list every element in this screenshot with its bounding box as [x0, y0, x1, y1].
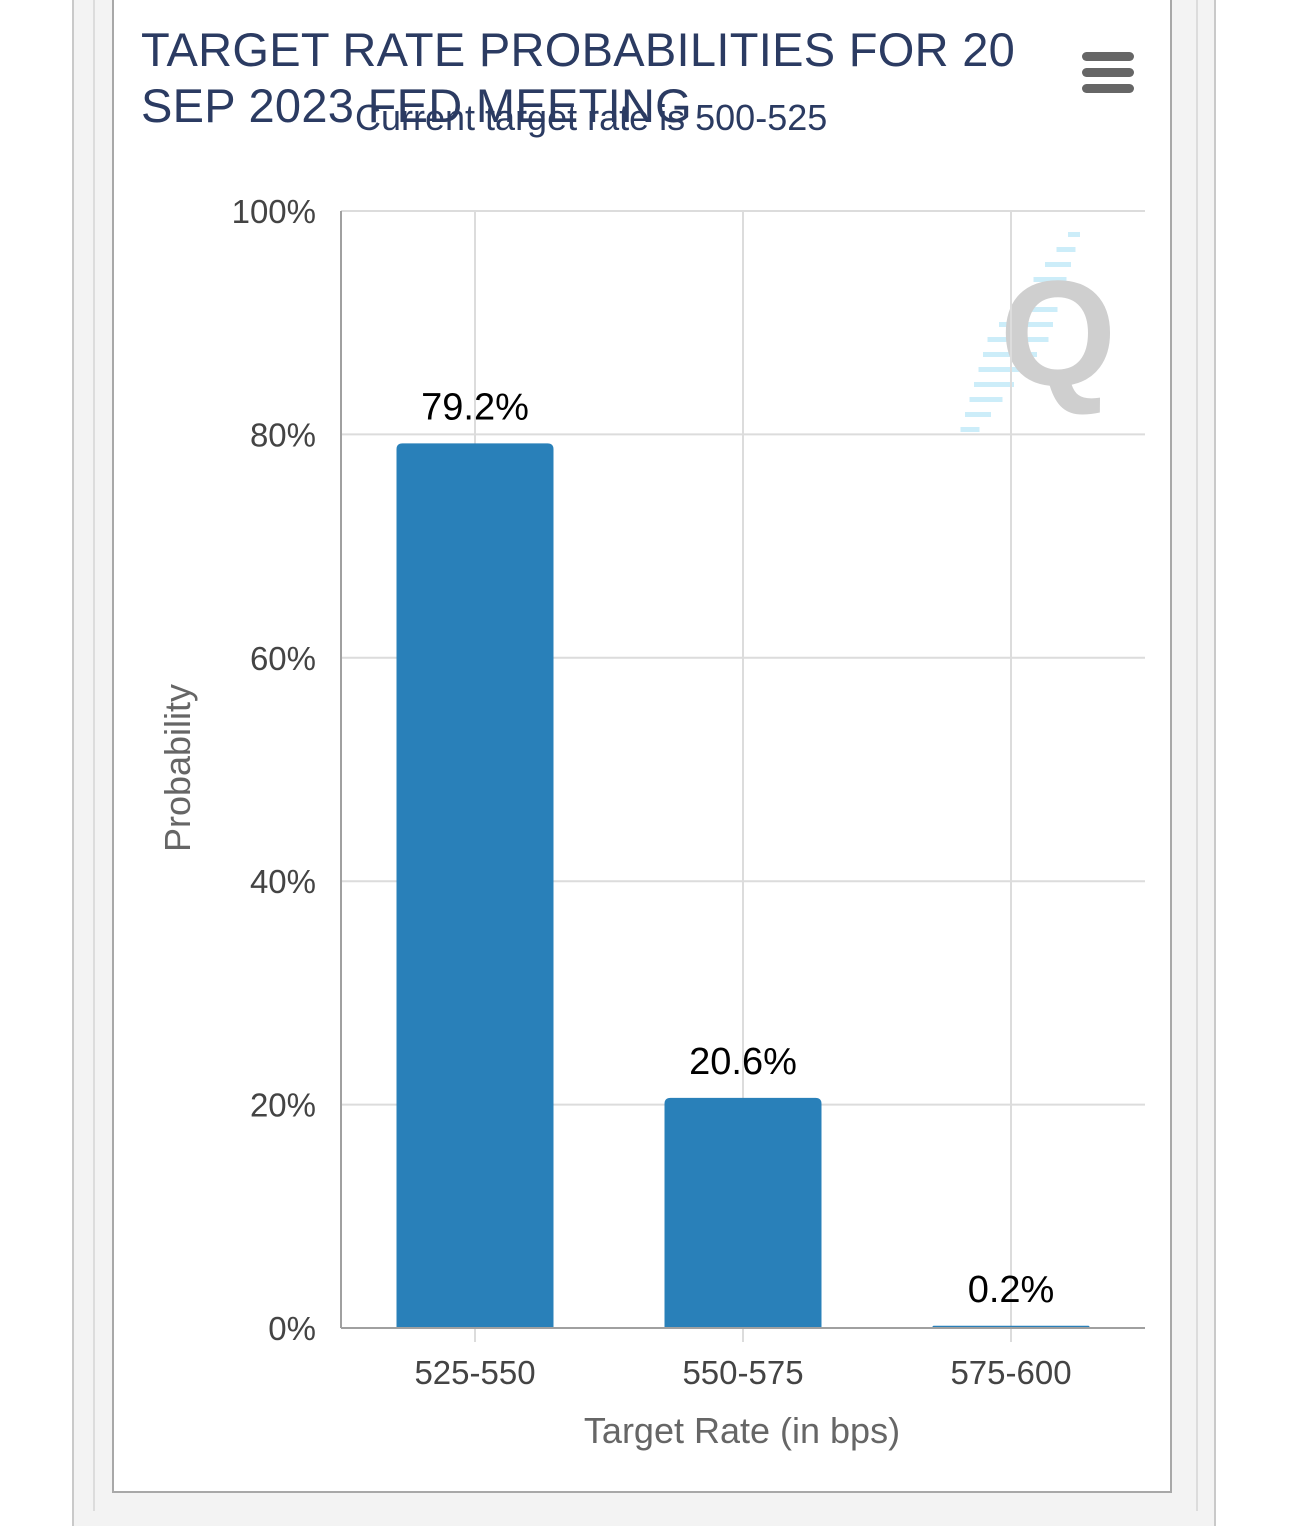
- menu-bar-line: [1082, 52, 1134, 61]
- chart-title: TARGET RATE PROBABILITIES FOR 20 SEP 202…: [141, 23, 1016, 132]
- hamburger-menu-icon[interactable]: [1076, 44, 1140, 100]
- watermark-stripe: [960, 427, 980, 432]
- watermark-stripe: [1022, 292, 1062, 297]
- y-tick-label: 0%: [268, 1310, 316, 1347]
- watermark-stripe: [974, 382, 1014, 387]
- bar-525-550: [396, 443, 554, 1328]
- cme-fedwatch-logo-icon: Q: [960, 232, 1117, 432]
- y-tick-label: 80%: [250, 416, 316, 453]
- x-axis-title: Target Rate (in bps): [584, 1410, 900, 1451]
- watermark-stripe: [1056, 247, 1076, 252]
- watermark-stripe: [1033, 277, 1067, 282]
- data-label-575-600: 0.2%: [968, 1269, 1055, 1311]
- axes: [340, 211, 1145, 1329]
- x-tick-label: 525-550: [414, 1354, 535, 1391]
- watermark-letter: Q: [1000, 249, 1117, 417]
- x-tick-labels: 525-550 550-575 575-600: [414, 1354, 1071, 1391]
- y-tick-labels: 0% 20% 40% 60% 80% 100%: [232, 193, 316, 1347]
- y-tick-label: 20%: [250, 1087, 316, 1124]
- watermark-stripe: [1010, 307, 1058, 312]
- bar-550-575: [664, 1097, 822, 1328]
- chart-card: [112, 0, 1172, 1493]
- watermark-stripe: [978, 367, 1026, 372]
- y-axis-title: Probability: [157, 684, 198, 852]
- bars: [396, 443, 1090, 1328]
- x-tick-label: 575-600: [950, 1354, 1071, 1391]
- data-labels: 79.2% 20.6% 0.2%: [421, 386, 1054, 1310]
- x-tick-label: 550-575: [682, 1354, 803, 1391]
- data-label-525-550: 79.2%: [421, 386, 529, 428]
- watermark-stripe: [999, 322, 1053, 327]
- frame-divider-right: [1196, 0, 1198, 1511]
- watermark-stripe: [969, 397, 1003, 402]
- frame-divider-left: [93, 0, 95, 1511]
- menu-bar-line: [1082, 84, 1134, 93]
- y-tick-label: 100%: [232, 193, 316, 230]
- chart-subtitle: Current target rate is 500-525: [355, 97, 828, 138]
- watermark-stripe: [987, 337, 1049, 342]
- watermark-stripe: [1045, 262, 1071, 267]
- y-tick-label: 40%: [250, 863, 316, 900]
- watermark-stripe: [1068, 232, 1080, 237]
- watermark-stripe: [965, 412, 991, 417]
- y-tick-label: 60%: [250, 640, 316, 677]
- data-label-550-575: 20.6%: [689, 1041, 797, 1083]
- menu-bar-line: [1082, 68, 1134, 77]
